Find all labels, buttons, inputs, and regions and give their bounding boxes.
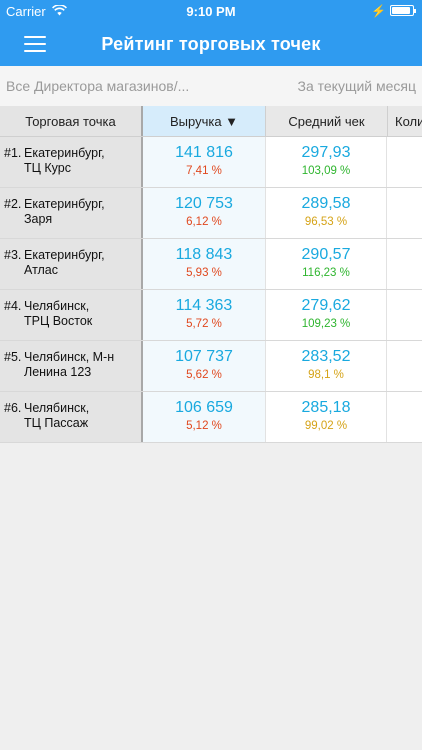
avg-check-value: 279,62 <box>301 297 351 314</box>
column-header-revenue[interactable]: Выручка ▼ <box>143 106 265 136</box>
avg-check-percent: 98,1 % <box>308 369 344 381</box>
revenue-value: 107 737 <box>175 348 233 365</box>
revenue-cell: 120 753 6,12 % <box>143 188 265 238</box>
rank-label: #3. <box>4 248 22 262</box>
revenue-cell: 107 737 5,62 % <box>143 341 265 391</box>
page-title: Рейтинг торговых точек <box>101 34 321 54</box>
status-bar: Carrier 9:10 PM ⚡ <box>0 0 422 22</box>
revenue-share: 5,62 % <box>186 369 222 381</box>
revenue-value: 141 816 <box>175 144 233 161</box>
avg-check-percent: 99,02 % <box>304 420 348 432</box>
quantity-cell <box>387 341 422 391</box>
store-cell: #2. Екатеринбург, Заря <box>0 188 143 238</box>
quantity-cell <box>387 137 422 187</box>
table-row[interactable]: #4. Челябинск, ТРЦ Восток 114 363 5,72 % 279… <box>0 290 422 341</box>
avg-check-cell: 289,58 96,53 % <box>265 188 387 238</box>
avg-check-value: 283,52 <box>301 348 351 365</box>
carrier-label: Carrier <box>6 4 46 19</box>
table-row[interactable]: #5. Челябинск, М-н Ленина 123 107 737 5,62 … <box>0 341 422 392</box>
rank-label: #5. <box>4 350 22 364</box>
store-name: Челябинск, ТЦ Пассаж <box>24 401 90 430</box>
table-row[interactable]: #3. Екатеринбург, Атлас 118 843 5,93 % 290,5… <box>0 239 422 290</box>
revenue-share: 5,72 % <box>186 318 222 330</box>
avg-check-value: 297,93 <box>301 144 351 161</box>
battery-icon <box>390 5 416 16</box>
rank-label: #1. <box>4 146 22 160</box>
navigation-bar: Рейтинг торговых точек <box>0 22 422 66</box>
store-name: Челябинск, М-н Ленина 123 <box>24 350 115 379</box>
quantity-cell <box>387 392 422 442</box>
store-cell: #4. Челябинск, ТРЦ Восток <box>0 290 143 340</box>
wifi-icon <box>52 4 67 19</box>
rank-label: #6. <box>4 401 22 415</box>
revenue-value: 114 363 <box>175 297 233 314</box>
revenue-cell: 141 816 7,41 % <box>143 137 265 187</box>
revenue-share: 6,12 % <box>186 216 222 228</box>
store-name: Екатеринбург, Атлас <box>24 248 105 277</box>
store-name: Челябинск, ТРЦ Восток <box>24 299 93 328</box>
rank-label: #2. <box>4 197 22 211</box>
period-filter[interactable]: За текущий месяц <box>297 78 416 94</box>
avg-check-cell: 279,62 109,23 % <box>265 290 387 340</box>
column-header-quantity[interactable]: Коли <box>387 106 422 136</box>
avg-check-percent: 116,23 % <box>302 267 350 279</box>
table-row[interactable]: #6. Челябинск, ТЦ Пассаж 106 659 5,12 % 285,… <box>0 392 422 443</box>
avg-check-value: 290,57 <box>301 246 351 263</box>
revenue-share: 5,12 % <box>186 420 222 432</box>
column-header-store[interactable]: Торговая точка <box>0 106 143 136</box>
revenue-share: 5,93 % <box>186 267 222 279</box>
table-row[interactable]: #2. Екатеринбург, Заря 120 753 6,12 % 289,58… <box>0 188 422 239</box>
quantity-cell <box>387 239 422 289</box>
store-name: Екатеринбург, ТЦ Курс <box>24 146 105 175</box>
revenue-cell: 106 659 5,12 % <box>143 392 265 442</box>
revenue-value: 106 659 <box>175 399 233 416</box>
quantity-cell <box>387 188 422 238</box>
revenue-cell: 118 843 5,93 % <box>143 239 265 289</box>
hamburger-menu-icon[interactable] <box>24 36 46 52</box>
table-header: Торговая точка Выручка ▼ Средний чек Кол… <box>0 106 422 137</box>
filter-bar: Все Директора магазинов/... За текущий м… <box>0 66 422 107</box>
status-time: 9:10 PM <box>186 4 236 19</box>
avg-check-percent: 109,23 % <box>301 318 351 330</box>
charging-icon: ⚡ <box>371 4 386 18</box>
store-name: Екатеринбург, Заря <box>24 197 105 226</box>
avg-check-value: 285,18 <box>301 399 351 416</box>
ranking-table: Торговая точка Выручка ▼ Средний чек Кол… <box>0 106 422 443</box>
table-body: #1. Екатеринбург, ТЦ Курс 141 816 7,41 % 297… <box>0 137 422 443</box>
revenue-value: 120 753 <box>175 195 233 212</box>
avg-check-percent: 96,53 % <box>304 216 348 228</box>
store-cell: #1. Екатеринбург, ТЦ Курс <box>0 137 143 187</box>
revenue-value: 118 843 <box>175 246 233 263</box>
rank-label: #4. <box>4 299 22 313</box>
store-cell: #6. Челябинск, ТЦ Пассаж <box>0 392 143 442</box>
column-header-avg-check[interactable]: Средний чек <box>265 106 387 136</box>
revenue-cell: 114 363 5,72 % <box>143 290 265 340</box>
director-filter[interactable]: Все Директора магазинов/... <box>6 78 190 94</box>
avg-check-value: 289,58 <box>301 195 351 212</box>
avg-check-cell: 297,93 103,09 % <box>265 137 387 187</box>
revenue-share: 7,41 % <box>186 165 222 177</box>
avg-check-cell: 290,57 116,23 % <box>265 239 387 289</box>
table-row[interactable]: #1. Екатеринбург, ТЦ Курс 141 816 7,41 % 297… <box>0 137 422 188</box>
quantity-cell <box>387 290 422 340</box>
store-cell: #5. Челябинск, М-н Ленина 123 <box>0 341 143 391</box>
store-cell: #3. Екатеринбург, Атлас <box>0 239 143 289</box>
avg-check-cell: 285,18 99,02 % <box>265 392 387 442</box>
top-bar: Carrier 9:10 PM ⚡ Рейтинг торговых точек <box>0 0 422 66</box>
avg-check-cell: 283,52 98,1 % <box>265 341 387 391</box>
battery-level <box>392 7 410 14</box>
avg-check-percent: 103,09 % <box>301 165 351 177</box>
